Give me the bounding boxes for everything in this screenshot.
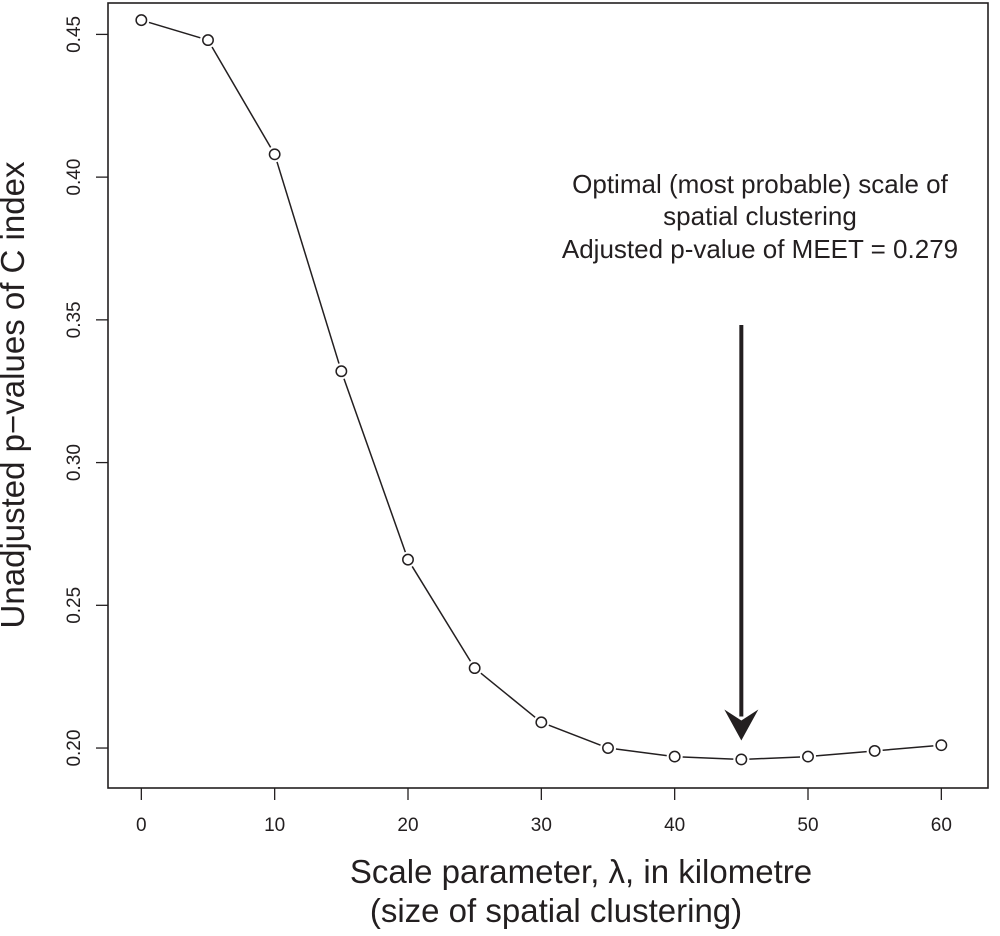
series-segment-11 (882, 745, 934, 751)
x-axis-subtitle: (size of spatial clustering) (370, 892, 742, 929)
data-point-20 (402, 553, 414, 566)
y-tick-label-0.35: 0.35 (64, 301, 85, 338)
y-tick-label-0.20: 0.20 (64, 730, 85, 767)
arrow-head (724, 709, 759, 741)
data-point-5 (202, 34, 214, 47)
annotation-line-2: spatial clustering (663, 201, 857, 231)
plot-frame (107, 2, 989, 789)
series-segment-10 (815, 750, 867, 757)
series-segment-1 (211, 46, 272, 148)
series-layer (135, 14, 948, 766)
y-tick-label-0.45: 0.45 (64, 16, 85, 53)
series-segment-3 (343, 378, 407, 553)
x-tick-label-30: 30 (531, 815, 552, 836)
x-tick-label-60: 60 (931, 815, 952, 836)
x-tick-label-50: 50 (797, 815, 818, 836)
series-segment-7 (615, 748, 667, 757)
series-segment-9 (749, 756, 801, 760)
series-segment-8 (682, 756, 734, 760)
series-segment-6 (548, 724, 601, 746)
x-tick-label-20: 20 (397, 815, 418, 836)
data-point-50 (802, 750, 814, 763)
series-segment-4 (411, 566, 472, 662)
annotation: Optimal (most probable) scale ofspatial … (562, 169, 958, 741)
annotation-line-3: Adjusted p-value of MEET = 0.279 (562, 234, 958, 264)
data-point-25 (468, 662, 481, 675)
series-segment-2 (276, 161, 340, 364)
annotation-line-1: Optimal (most probable) scale of (572, 169, 948, 199)
data-point-30 (535, 716, 548, 729)
data-point-35 (602, 742, 614, 754)
x-tick-label-0: 0 (136, 815, 147, 836)
y-tick-label-0.40: 0.40 (64, 159, 85, 196)
data-point-45 (735, 753, 748, 766)
y-axis: 0.20 0.25 0.30 0.35 0.40 0.45 (64, 16, 108, 767)
data-point-40 (668, 750, 681, 763)
y-tick-label-0.30: 0.30 (64, 444, 85, 481)
data-point-55 (868, 744, 881, 757)
data-point-15 (335, 365, 348, 378)
x-axis-title: Scale parameter, λ, in kilometre (350, 853, 812, 890)
y-tick-label-0.25: 0.25 (64, 587, 85, 624)
data-point-60 (935, 739, 948, 752)
y-axis-title: Unadjusted p−values of C index (0, 161, 31, 628)
x-tick-label-40: 40 (664, 815, 685, 836)
series-segment-5 (480, 672, 536, 718)
x-tick-label-10: 10 (264, 815, 285, 836)
series-segment-0 (148, 21, 201, 39)
x-axis: 0 10 20 30 40 50 60 (136, 788, 952, 836)
data-point-10 (268, 148, 281, 161)
data-point-0 (135, 14, 148, 27)
